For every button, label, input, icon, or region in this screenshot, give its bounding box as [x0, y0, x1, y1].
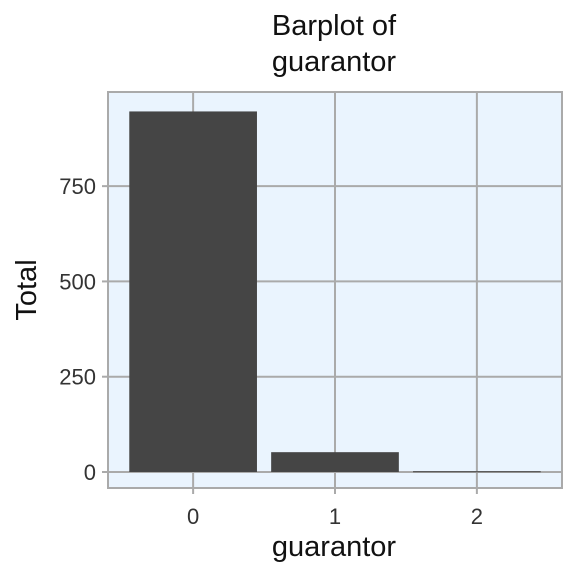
x-tick-label: 1: [329, 504, 341, 529]
y-tick-label: 250: [59, 365, 96, 390]
chart-title-line-1: Barplot of: [272, 10, 397, 42]
x-tick-label: 2: [471, 504, 483, 529]
y-tick-label: 750: [59, 174, 96, 199]
bars: [129, 111, 541, 473]
y-tick-label: 0: [84, 460, 96, 485]
x-axis-ticks: 0 1 2: [187, 488, 483, 529]
y-axis-ticks: 0 250 500 750: [59, 174, 108, 485]
x-tick-label: 0: [187, 504, 199, 529]
y-tick-label: 500: [59, 269, 96, 294]
bar-1: [271, 452, 399, 472]
bar-0: [129, 111, 257, 472]
y-axis-title: Total: [11, 259, 43, 320]
bar-2: [413, 471, 541, 473]
x-axis-title: guarantor: [272, 531, 396, 563]
chart-title-line-2: guarantor: [272, 46, 396, 78]
